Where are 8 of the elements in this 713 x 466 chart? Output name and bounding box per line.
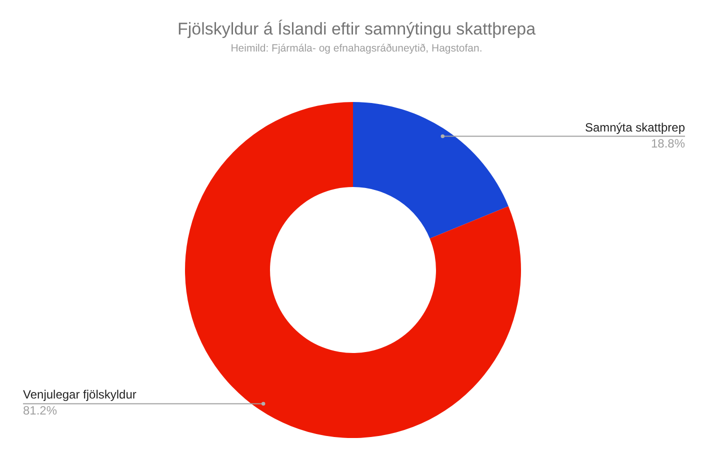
chart-title: Fjölskyldur á Íslandi eftir samnýtingu skattþrepa — [177, 20, 536, 38]
donut-slice — [185, 102, 521, 438]
data-label: 18.8% — [650, 136, 686, 150]
slice-label: Venjulegar fjölskyldur — [23, 388, 136, 402]
data-label: 81.2% — [23, 404, 58, 418]
chart-subtitle: Heimild: Fjármála- og efnahagsráðuneytið, Hagstofan. — [230, 42, 482, 54]
slice-label: Samnýta skattþrep — [584, 120, 686, 134]
donut-slice — [353, 102, 508, 238]
